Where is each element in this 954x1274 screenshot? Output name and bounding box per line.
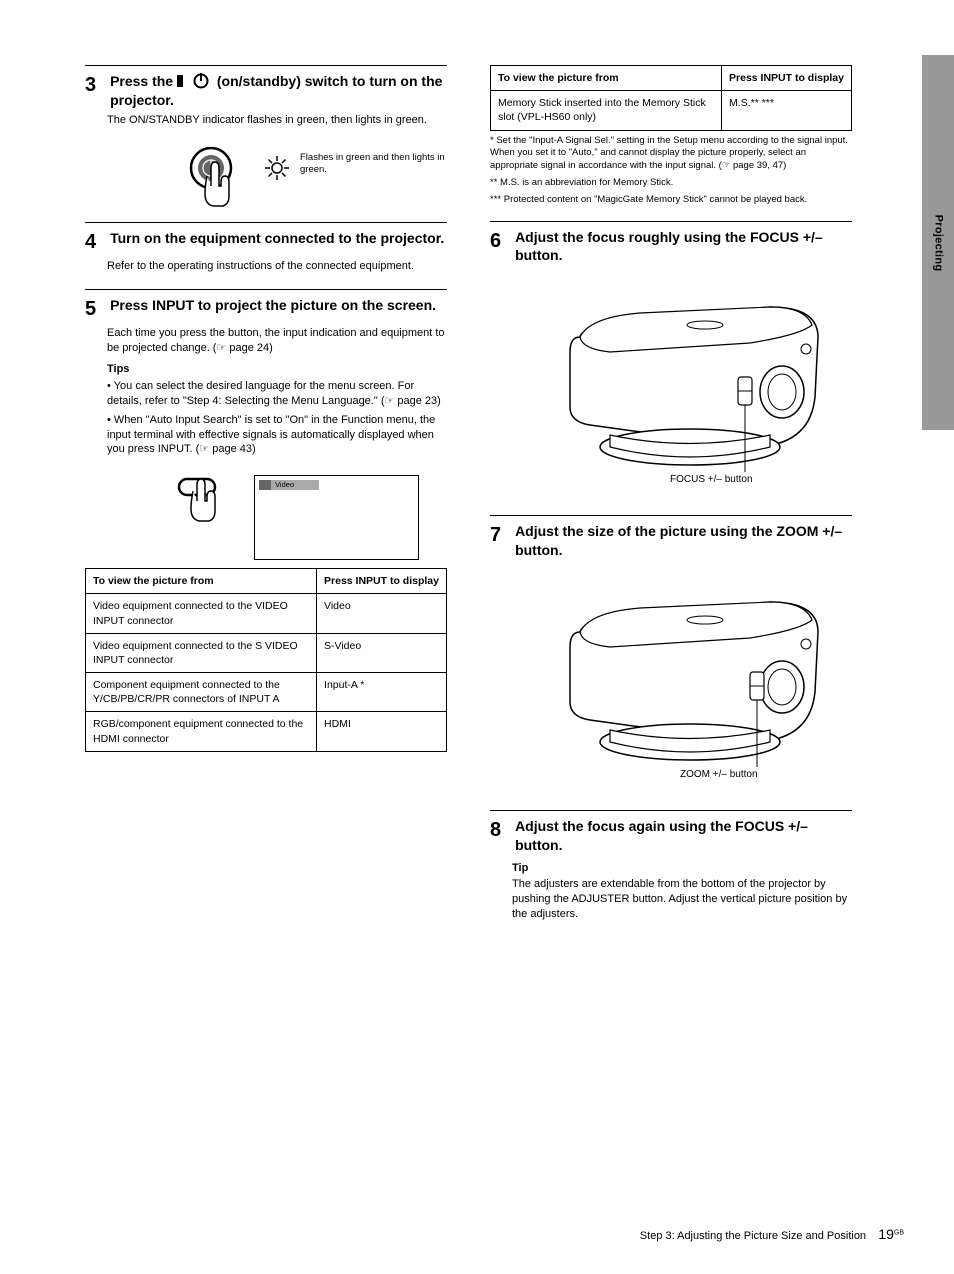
right-column: To view the picture from Press INPUT to …: [490, 65, 852, 922]
divider: [85, 222, 447, 223]
table-cell: Memory Stick inserted into the Memory St…: [491, 91, 722, 130]
projector-illustration-2: ZOOM +/– button: [550, 572, 852, 772]
step-text: Press INPUT to project the picture on th…: [110, 296, 445, 315]
step-text-pre: Press the: [110, 73, 177, 89]
table-header: To view the picture from: [86, 569, 317, 594]
table-cell: Video: [317, 594, 447, 633]
step3-illustration: Flashes in green and then lights in gree…: [185, 146, 447, 216]
divider: [85, 289, 447, 290]
tip-block: Tip The adjusters are extendable from th…: [512, 861, 852, 922]
table-cell: S-Video: [317, 633, 447, 672]
step5-illustration: Video: [175, 475, 447, 560]
step-8: 8 Adjust the focus again using the FOCUS…: [490, 817, 852, 922]
tip-body: • When "Auto Input Search" is set to "On…: [107, 413, 447, 458]
focus-callout: FOCUS +/– button: [670, 473, 753, 487]
table-cell: HDMI: [317, 712, 447, 751]
side-tab: Projecting: [922, 55, 954, 430]
step-number: 4: [85, 229, 107, 256]
side-tab-label: Projecting: [931, 214, 946, 271]
step-number: 3: [85, 72, 107, 99]
table-cell: Video equipment connected to the S VIDEO…: [86, 633, 317, 672]
power-icon: [177, 73, 217, 89]
step-text: Adjust the size of the picture using the…: [515, 522, 850, 560]
osd-label: Video: [275, 480, 294, 490]
osd-screen: Video: [254, 475, 419, 560]
step-6: 6 Adjust the focus roughly using the FOC…: [490, 228, 852, 266]
table-header: Press INPUT to display: [722, 66, 852, 91]
footnote: * Set the "Input-A Signal Sel." setting …: [490, 135, 852, 173]
table-row: Memory Stick inserted into the Memory St…: [491, 91, 852, 130]
tip-body: The adjusters are extendable from the bo…: [512, 877, 852, 922]
step-3: 3 Press the (on/standby) switch to turn …: [85, 72, 447, 128]
step-5: 5 Press INPUT to project the picture on …: [85, 296, 447, 457]
step-number: 5: [85, 296, 107, 323]
page-footer-label: Step 3: Adjusting the Picture Size and P…: [640, 1230, 866, 1242]
tips-block: Tips • You can select the desired langua…: [107, 362, 447, 457]
step-text: Adjust the focus roughly using the FOCUS…: [515, 228, 850, 266]
table-row: Component equipment connected to the Y/C…: [86, 673, 447, 712]
step-subtext: Refer to the operating instructions of t…: [107, 259, 447, 274]
step-number: 8: [490, 817, 512, 844]
table-row: Video equipment connected to the S VIDEO…: [86, 633, 447, 672]
table-cell: M.S.** ***: [722, 91, 852, 130]
press-input-icon: [175, 475, 235, 539]
tip-body: • You can select the desired language fo…: [107, 379, 447, 409]
divider: [490, 515, 852, 516]
step-4: 4 Turn on the equipment connected to the…: [85, 229, 447, 274]
projector-icon: [550, 572, 830, 767]
page-number-sup: GB: [894, 1229, 904, 1236]
page: Projecting 3 Press the (on/standby) swit…: [0, 0, 954, 1274]
step-number: 6: [490, 228, 512, 255]
table-cell: Component equipment connected to the Y/C…: [86, 673, 317, 712]
tips-label: Tips: [107, 362, 447, 377]
input-table-right: To view the picture from Press INPUT to …: [490, 65, 852, 131]
step-subtext: Each time you press the button, the inpu…: [107, 326, 447, 356]
step-number: 7: [490, 522, 512, 549]
zoom-callout: ZOOM +/– button: [680, 768, 758, 782]
step-text: Adjust the focus again using the FOCUS +…: [515, 817, 850, 855]
projector-icon: [550, 277, 830, 472]
table-row: Video equipment connected to the VIDEO I…: [86, 594, 447, 633]
divider: [490, 810, 852, 811]
tip-label: Tip: [512, 861, 852, 876]
table-header: Press INPUT to display: [317, 569, 447, 594]
projector-illustration-1: FOCUS +/– button: [550, 277, 852, 477]
page-footer: Step 3: Adjusting the Picture Size and P…: [640, 1225, 904, 1244]
table-header: To view the picture from: [491, 66, 722, 91]
table-cell: Video equipment connected to the VIDEO I…: [86, 594, 317, 633]
flash-callout: Flashes in green and then lights in gree…: [300, 152, 460, 178]
step-7: 7 Adjust the size of the picture using t…: [490, 522, 852, 560]
osd-icon: [259, 480, 271, 490]
footnote: *** Protected content on "MagicGate Memo…: [490, 194, 852, 207]
step-subtext: The ON/STANDBY indicator flashes in gree…: [107, 113, 447, 128]
page-number: 19: [878, 1226, 894, 1242]
divider: [490, 221, 852, 222]
divider: [85, 65, 447, 66]
table-cell: RGB/component equipment connected to the…: [86, 712, 317, 751]
table-cell: Input-A *: [317, 673, 447, 712]
step-text: Turn on the equipment connected to the p…: [110, 229, 445, 248]
left-column: 3 Press the (on/standby) switch to turn …: [85, 65, 447, 752]
table-row: RGB/component equipment connected to the…: [86, 712, 447, 751]
footnote: ** M.S. is an abbreviation for Memory St…: [490, 177, 852, 190]
step-text: Press the (on/standby) switch to turn on…: [110, 72, 445, 110]
input-table-left: To view the picture from Press INPUT to …: [85, 568, 447, 752]
